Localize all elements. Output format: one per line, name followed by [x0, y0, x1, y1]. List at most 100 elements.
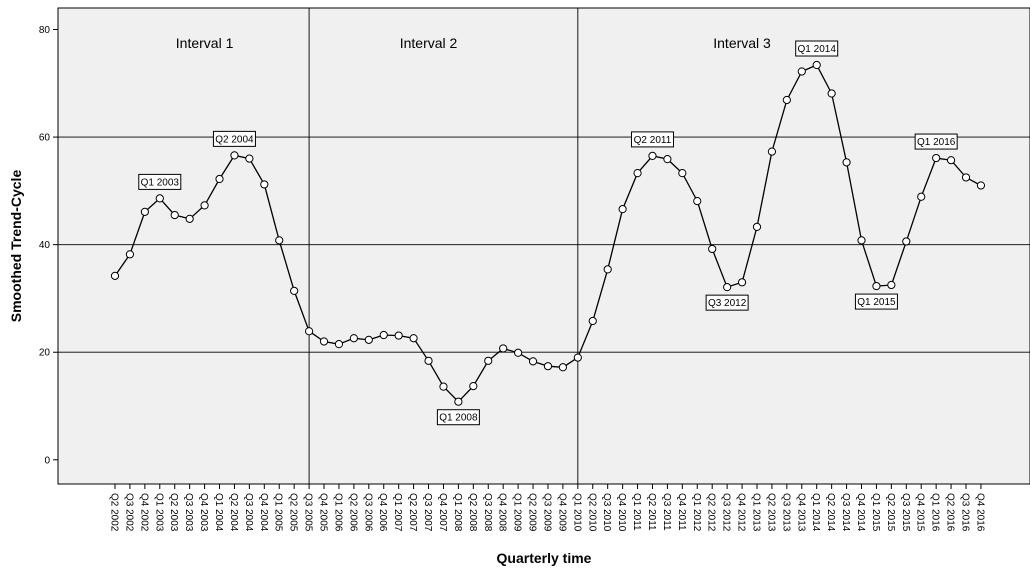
data-point [215, 174, 224, 184]
data-point [424, 356, 433, 365]
x-tick-label: Q4 2009 [556, 493, 567, 532]
x-tick-label: Q1 2015 [870, 493, 881, 532]
data-point [857, 236, 866, 245]
x-axis: Q2 2002 Q3 2002 Q4 2002 Q1 2003 Q2 2003 Q3 20… [109, 484, 985, 532]
x-tick-label: Q4 2006 [377, 493, 388, 532]
x-tick-label: Q3 2007 [422, 493, 433, 532]
data-point [708, 244, 717, 254]
x-tick-label: Q2 2007 [407, 493, 418, 532]
data-point [304, 327, 314, 336]
x-tick-label: Q3 2008 [482, 493, 493, 532]
x-tick-label: Q4 2010 [616, 493, 627, 532]
annotations: Q1 2003 Q2 2004 Q1 2008 Q2 2011 Q3 2012 Q1 20… [138, 40, 958, 426]
x-tick-label: Q4 2008 [497, 493, 508, 532]
x-axis-title: Quarterly time [497, 550, 592, 566]
y-tick-label: 0 [44, 455, 50, 466]
data-point [946, 156, 956, 165]
x-tick-label: Q3 2006 [362, 493, 373, 532]
x-tick-label: Q3 2015 [900, 493, 911, 532]
data-point [723, 283, 732, 292]
x-tick-label: Q2 2010 [586, 493, 597, 532]
data-point [663, 155, 672, 164]
x-tick-label: Q3 2002 [123, 493, 134, 532]
annotation-box [795, 40, 839, 57]
data-point [245, 154, 254, 163]
x-tick-label: Q4 2004 [258, 493, 269, 532]
x-tick-label: Q1 2010 [571, 493, 582, 532]
data-point [917, 192, 926, 201]
data-point [543, 362, 553, 371]
x-tick-label: Q1 2005 [273, 493, 284, 532]
interval-label: Interval 2 [400, 35, 458, 51]
data-point [469, 382, 478, 391]
x-tick-label: Q2 2006 [347, 493, 358, 532]
data-point [349, 334, 358, 343]
data-point [364, 335, 373, 344]
x-tick-label: Q2 2015 [885, 493, 896, 532]
data-point [633, 169, 642, 178]
data-point [767, 147, 777, 156]
data-point [618, 205, 627, 214]
data-point [334, 340, 344, 349]
data-point [678, 169, 687, 178]
data-point [379, 330, 388, 340]
interval-dividers [308, 8, 579, 484]
data-point [514, 348, 523, 357]
y-axis: 0 20 40 60 80 [39, 25, 58, 466]
data-point [439, 382, 448, 391]
x-tick-label: Q2 2016 [945, 493, 956, 532]
y-tick-label: 80 [39, 25, 51, 36]
x-tick-label: Q1 2007 [392, 493, 403, 532]
y-tick-label: 40 [39, 240, 51, 251]
data-point [155, 194, 164, 203]
x-tick-label: Q3 2004 [243, 493, 254, 532]
x-tick-label: Q2 2013 [765, 493, 776, 532]
annotation-box [630, 131, 674, 148]
x-tick-label: Q1 2006 [332, 493, 343, 532]
data-point [454, 397, 463, 406]
data-point [125, 250, 135, 259]
x-tick-label: Q3 2016 [960, 493, 971, 532]
plot-area [57, 7, 1030, 485]
data-point [290, 286, 299, 296]
data-point [275, 236, 284, 245]
annotation-box [436, 409, 480, 426]
x-tick-label: Q1 2016 [930, 493, 941, 532]
x-tick-label: Q2 2004 [228, 493, 239, 532]
x-tick-label: Q3 2011 [661, 493, 672, 531]
data-point [902, 237, 911, 246]
data-point [140, 207, 149, 216]
data-point [842, 158, 851, 167]
data-point [499, 344, 508, 353]
x-tick-label: Q1 2004 [213, 493, 224, 532]
data-point [872, 281, 881, 291]
annotation-label: Q1 2014 [798, 44, 837, 55]
data-point [737, 278, 747, 287]
data-point [409, 334, 418, 343]
data-point [976, 181, 986, 190]
x-tick-label: Q2 2005 [288, 493, 299, 532]
x-tick-label: Q4 2011 [676, 493, 687, 531]
x-tick-label: Q3 2009 [541, 493, 552, 532]
data-point [887, 280, 896, 290]
data-point [558, 363, 568, 372]
data-point [200, 201, 209, 210]
x-tick-label: Q1 2008 [452, 493, 463, 532]
x-tick-label: Q4 2013 [795, 493, 806, 532]
data-point [603, 265, 612, 274]
data-point [185, 214, 194, 223]
x-tick-label: Q4 2014 [855, 493, 866, 532]
data-point [319, 337, 329, 346]
data-point [932, 153, 941, 163]
interval-label: Interval 3 [713, 35, 771, 51]
data-point [260, 180, 269, 189]
data-point [230, 151, 239, 160]
x-tick-label: Q3 2003 [183, 493, 194, 532]
annotation-label: Q1 2016 [917, 137, 956, 148]
data-point [170, 210, 179, 220]
x-tick-label: Q2 2012 [706, 493, 717, 532]
x-tick-label: Q2 2009 [527, 493, 538, 532]
x-tick-label: Q1 2013 [750, 493, 761, 532]
x-tick-label: Q3 2010 [601, 493, 612, 532]
